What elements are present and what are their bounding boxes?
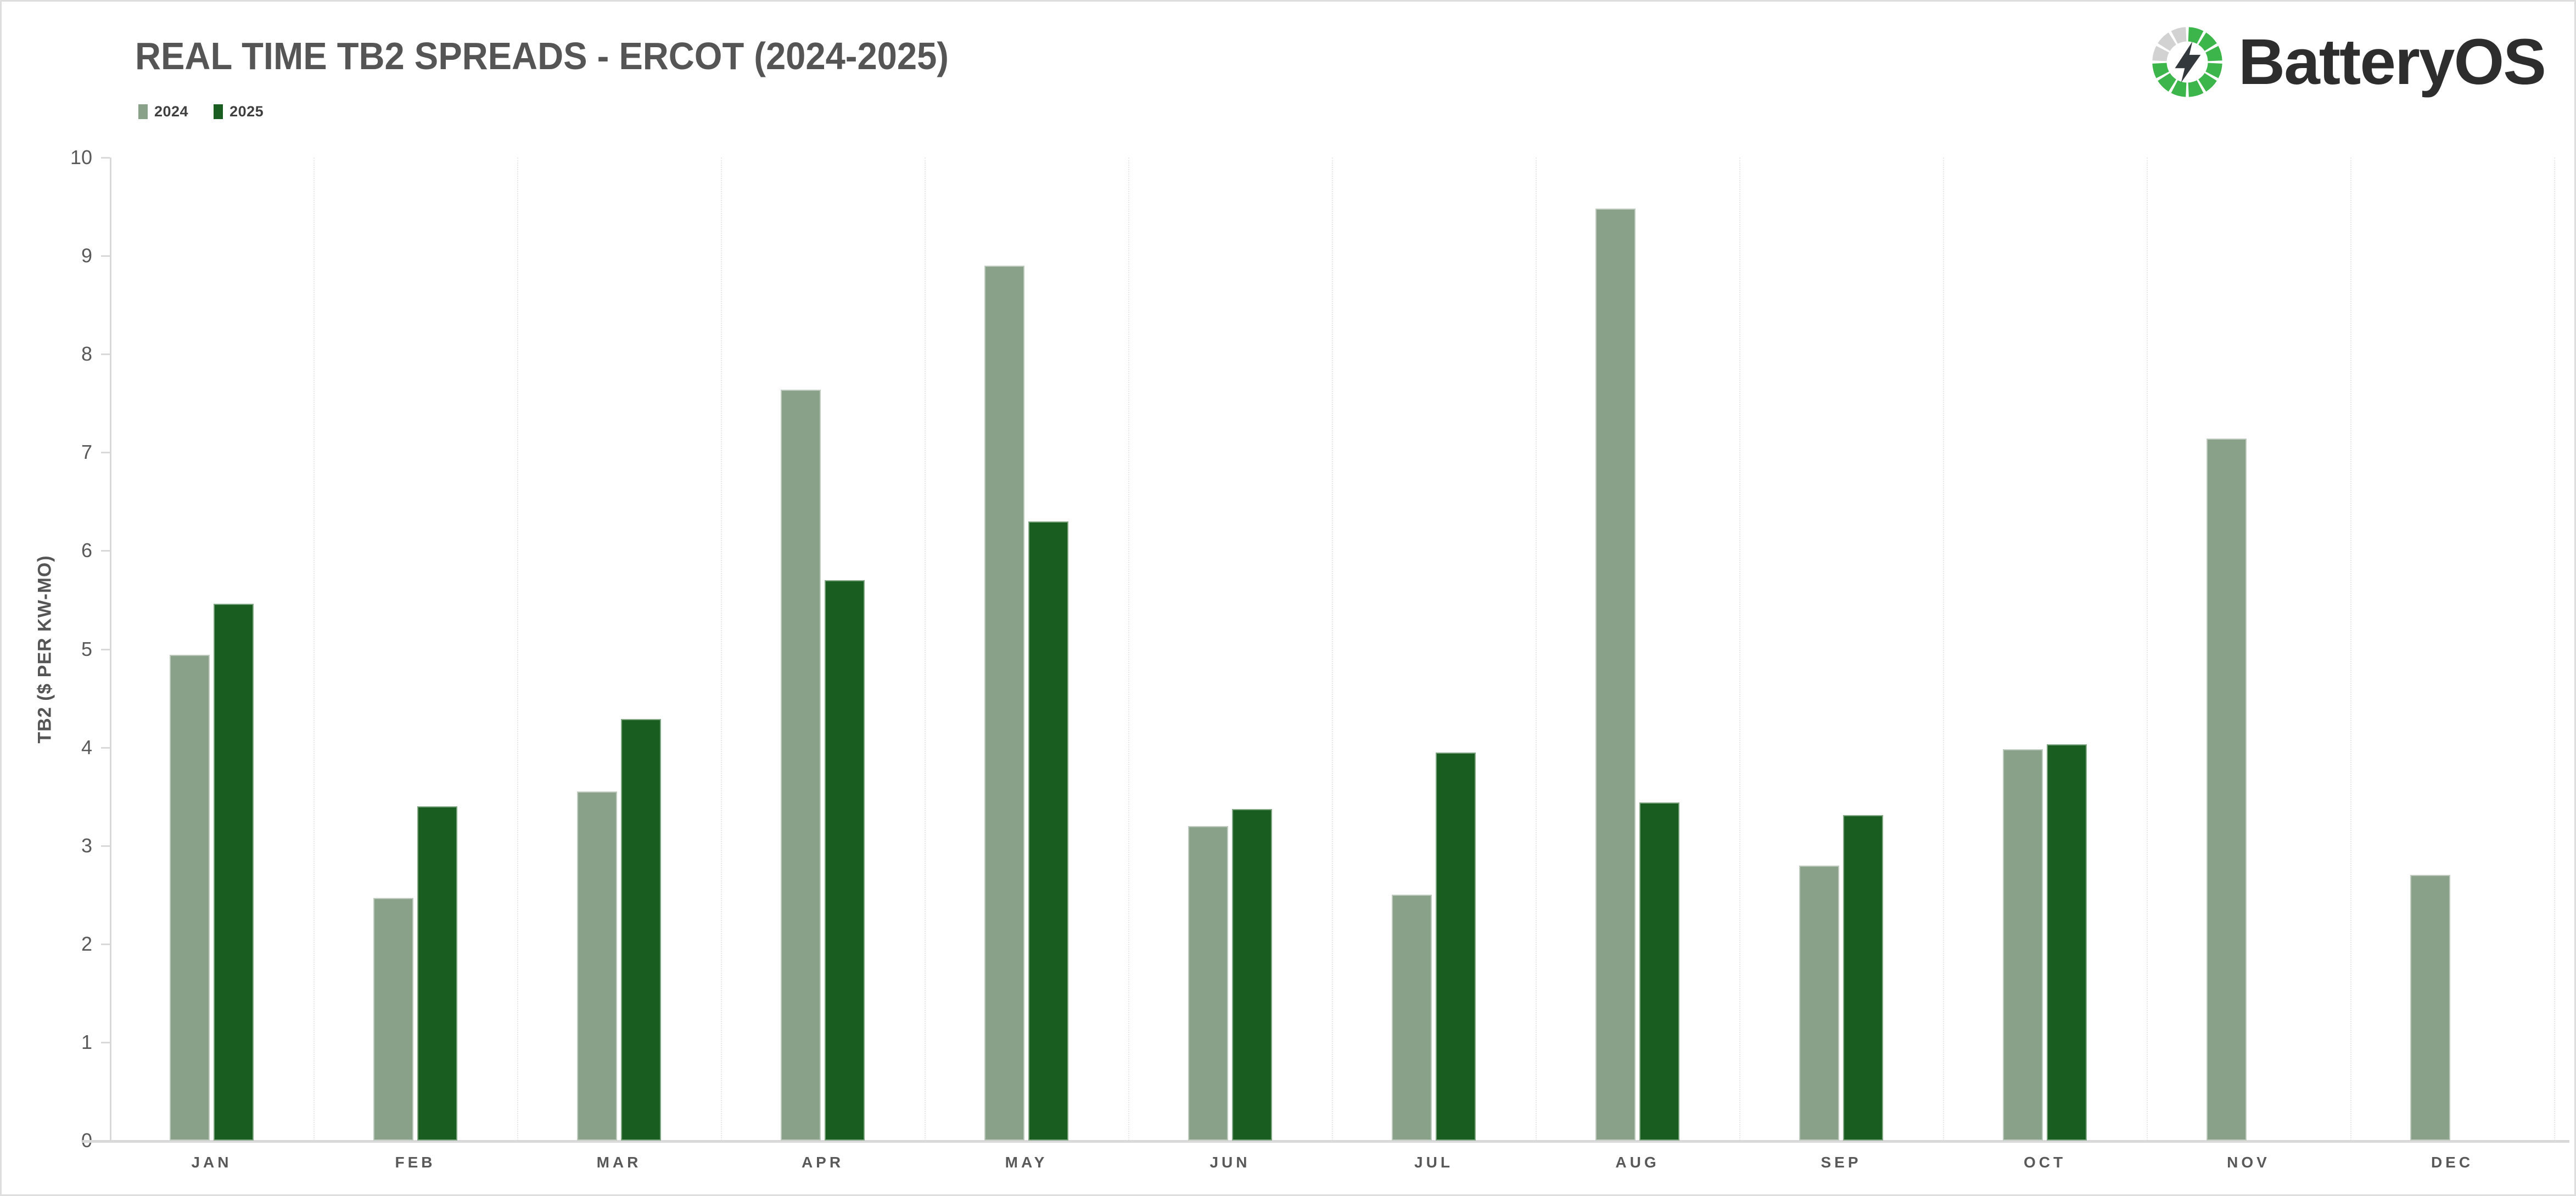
legend: 2024 2025 [138,103,264,120]
y-tick-label: 4 [81,735,92,759]
month-label-oct: OCT [2023,1154,2067,1171]
bar-jan-2024 [170,655,210,1141]
ring-segment [2171,80,2187,97]
ring-segment [2188,80,2204,97]
month-label-aug: AUG [1615,1154,1660,1171]
bar-jun-2024 [1188,826,1228,1141]
y-tick-label: 5 [81,637,92,660]
bar-may-2024 [984,266,1024,1141]
category-gridline [2147,158,2148,1141]
y-tick-label: 1 [81,1030,92,1053]
bar-jul-2024 [1392,895,1432,1141]
y-tick-label: 7 [81,441,92,464]
month-label-jul: JUL [1414,1154,1453,1171]
bar-jan-2025 [214,604,254,1141]
category-gridline [2350,158,2351,1141]
legend-label-2024: 2024 [154,103,189,120]
month-label-dec: DEC [2431,1154,2474,1171]
category-gridline [313,158,315,1141]
battery-ring-icon [2152,27,2222,97]
ring-segment [2152,46,2169,61]
month-label-nov: NOV [2227,1154,2270,1171]
legend-label-2025: 2025 [229,103,264,120]
month-label-may: MAY [1005,1154,1048,1171]
lightning-bolt-icon [2175,41,2201,83]
bar-may-2025 [1028,521,1068,1141]
month-label-apr: APR [801,1154,844,1171]
bar-nov-2024 [2207,439,2247,1141]
y-tick-label: 2 [81,932,92,955]
month-label-mar: MAR [596,1154,642,1171]
ring-segment [2198,73,2217,92]
y-tick-mark [101,1041,110,1043]
ring-segment [2205,63,2222,78]
category-gridline [1332,158,1333,1141]
y-tick-label: 6 [81,539,92,562]
y-tick-mark [101,353,110,356]
ring-segment [2188,27,2204,44]
month-label-jan: JAN [191,1154,232,1171]
legend-item-2024: 2024 [138,103,188,120]
y-tick-label: 8 [81,342,92,366]
y-tick-mark [101,648,110,650]
bar-jun-2025 [1232,809,1272,1141]
y-tick-mark [101,452,110,454]
bar-sep-2025 [1843,815,1883,1141]
brand-logo: BatteryOS [2146,21,2546,103]
bar-oct-2025 [2047,744,2087,1141]
legend-swatch-2025 [214,104,223,119]
ring-segment [2198,32,2217,51]
y-tick-mark [101,943,110,945]
chart-title: REAL TIME TB2 SPREADS - ERCOT (2024-2025… [135,35,949,77]
y-tick-mark [101,550,110,552]
month-label-jun: JUN [1209,1154,1251,1171]
month-label-feb: FEB [395,1154,436,1171]
y-tick-mark [101,845,110,847]
x-axis-baseline [82,1140,2569,1143]
bar-feb-2025 [417,806,457,1141]
bar-sep-2024 [1799,865,1839,1141]
category-gridline [2554,158,2555,1141]
legend-item-2025: 2025 [214,103,264,120]
month-label-sep: SEP [1821,1154,1862,1171]
category-gridline [1943,158,1944,1141]
bar-aug-2024 [1595,209,1636,1141]
category-gridline [1536,158,1537,1141]
bar-mar-2024 [577,791,617,1141]
y-tick-label: 10 [70,146,92,169]
bar-apr-2025 [825,580,865,1141]
legend-swatch-2024 [138,104,148,119]
category-gridline [517,158,518,1141]
y-tick-mark [101,157,110,159]
y-tick-label: 9 [81,244,92,267]
ring-segment [2171,27,2187,44]
y-tick-label: 3 [81,834,92,857]
bar-jul-2025 [1436,752,1476,1141]
ring-segment [2158,32,2176,51]
y-axis-line [110,158,111,1141]
bar-dec-2024 [2410,875,2450,1141]
y-tick-mark [101,255,110,257]
category-gridline [1739,158,1740,1141]
category-gridline [1128,158,1129,1141]
bar-mar-2025 [621,718,661,1141]
bar-apr-2024 [781,389,821,1141]
ring-segment [2152,63,2169,78]
ring-segment [2205,46,2222,61]
category-gridline [721,158,722,1141]
category-gridline [925,158,926,1141]
ring-segment [2158,73,2176,92]
bar-feb-2024 [373,897,413,1141]
bar-aug-2025 [1639,802,1679,1141]
brand-name: BatteryOS [2238,26,2546,98]
y-tick-mark [101,746,110,749]
bar-oct-2024 [2003,749,2043,1141]
